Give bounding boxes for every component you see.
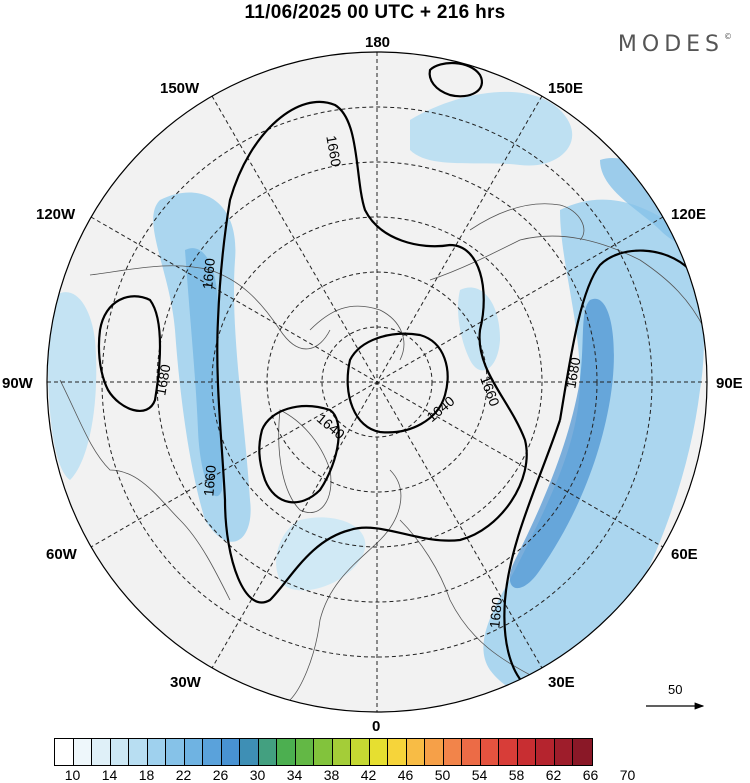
colorbar-swatch xyxy=(55,739,74,765)
jet-band-east-core xyxy=(509,298,614,589)
colorbar-tick-label: 14 xyxy=(101,767,118,783)
colorbar-swatch xyxy=(536,739,555,765)
colorbar-swatch xyxy=(277,739,296,765)
colorbar-swatch xyxy=(351,739,370,765)
colorbar-swatch xyxy=(295,739,314,765)
contour-1660 xyxy=(216,100,528,604)
lon-label-30e: 30E xyxy=(548,674,575,691)
map-title: 11/06/2025 00 UTC + 216 hrs xyxy=(244,2,506,23)
colorbar-swatch xyxy=(184,739,203,765)
brand-mark: © xyxy=(724,32,732,41)
colorbar-tick-label: 50 xyxy=(434,767,451,783)
jet-band-pacific xyxy=(410,91,573,166)
colorbar-tick-label: 26 xyxy=(212,767,229,783)
colorbar-tick-label: 70 xyxy=(619,767,636,783)
colorbar-tick-label: 62 xyxy=(545,767,562,783)
contour-label: 1680 xyxy=(486,596,505,629)
contour-label: 1680 xyxy=(152,363,173,397)
lon-label-30w: 30W xyxy=(170,674,201,691)
jet-band-west-edge xyxy=(48,292,97,480)
lon-label-0: 0 xyxy=(372,718,381,735)
colorbar-swatch xyxy=(240,739,259,765)
colorbar-tick-label: 18 xyxy=(138,767,155,783)
jet-band-west-core xyxy=(185,248,223,497)
contour-1680-west xyxy=(97,295,162,412)
colorbar-swatch xyxy=(573,739,592,765)
colorbar-swatch xyxy=(92,739,111,765)
graticule xyxy=(47,52,707,712)
reference-vector-label: 50 xyxy=(668,682,682,697)
colorbar-tick-label: 10 xyxy=(64,767,81,783)
brand-name: MODES xyxy=(617,32,724,57)
colorbar-swatch xyxy=(554,739,573,765)
brand-logo: MODES© xyxy=(618,32,732,57)
lon-label-120e: 120E xyxy=(671,206,707,223)
colorbar-swatch xyxy=(499,739,518,765)
colorbar-tick-label: 46 xyxy=(397,767,414,783)
colorbar-swatch xyxy=(406,739,425,765)
contour-label: 1680 xyxy=(562,356,583,390)
contour-1640 xyxy=(346,332,449,434)
colorbar-swatch xyxy=(388,739,407,765)
colorbar-tick-label: 58 xyxy=(508,767,525,783)
lon-label-120w: 120W xyxy=(36,206,76,223)
lon-label-150w: 150W xyxy=(160,80,200,97)
lon-label-150e: 150E xyxy=(548,80,584,97)
jet-band-arctic xyxy=(458,287,500,371)
colorbar-tick-label: 38 xyxy=(323,767,340,783)
contour-label: 1660 xyxy=(200,464,219,497)
lon-label-90w: 90W xyxy=(2,375,33,392)
wind-shading xyxy=(48,91,704,694)
map-border xyxy=(46,51,708,713)
colorbar-swatch xyxy=(166,739,185,765)
colorbar-swatch xyxy=(462,739,481,765)
colorbar-tick-label: 22 xyxy=(175,767,192,783)
colorbar-swatch xyxy=(517,739,536,765)
contour-label: 1660 xyxy=(199,257,218,290)
colorbar-swatch xyxy=(480,739,499,765)
colorbar-swatch xyxy=(314,739,333,765)
colorbar-swatch xyxy=(369,739,388,765)
colorbar xyxy=(54,738,593,766)
colorbar-swatch xyxy=(258,739,277,765)
contour-1680-east xyxy=(558,249,691,421)
lon-label-90e: 90E xyxy=(716,375,743,392)
lon-label-60w: 60W xyxy=(46,546,77,563)
colorbar-swatch xyxy=(110,739,129,765)
colorbar-tick-label: 42 xyxy=(360,767,377,783)
contour-1680-east-b xyxy=(503,419,562,686)
colorbar-tick-label: 66 xyxy=(582,767,599,783)
contour-label: 1660 xyxy=(323,134,344,168)
colorbar-swatch xyxy=(443,739,462,765)
contour-arc-top xyxy=(428,62,483,98)
colorbar-swatch xyxy=(221,739,240,765)
height-contours xyxy=(97,62,691,686)
lon-label-180: 180 xyxy=(365,34,391,51)
colorbar-tick-label: 54 xyxy=(471,767,488,783)
lon-label-60e: 60E xyxy=(671,546,698,563)
colorbar-tick-label: 30 xyxy=(249,767,266,783)
colorbar-swatch xyxy=(147,739,166,765)
colorbar-swatch xyxy=(425,739,444,765)
colorbar-swatch xyxy=(129,739,148,765)
colorbar-tick-label: 34 xyxy=(286,767,303,783)
contour-1640-b xyxy=(258,405,340,504)
colorbar-swatch xyxy=(73,739,92,765)
colorbar-swatch xyxy=(332,739,351,765)
colorbar-swatch xyxy=(203,739,222,765)
jet-band-atlantic xyxy=(276,517,366,591)
